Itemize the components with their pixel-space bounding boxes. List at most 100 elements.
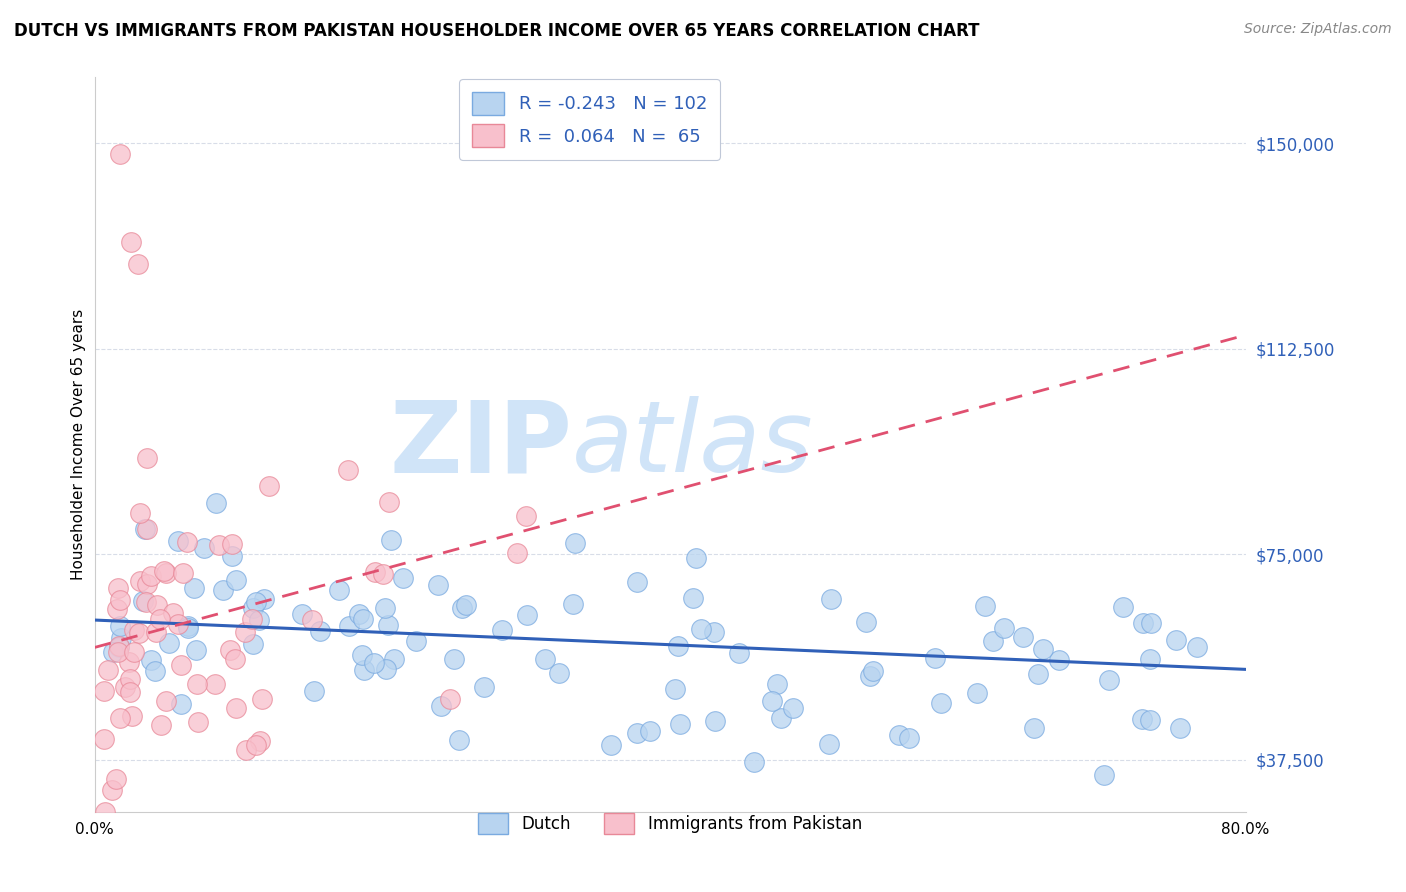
Point bbox=[929, 696, 952, 710]
Point bbox=[122, 645, 145, 659]
Point bbox=[1012, 630, 1035, 644]
Point bbox=[491, 623, 513, 637]
Point bbox=[177, 618, 200, 632]
Point bbox=[205, 495, 228, 509]
Point bbox=[889, 728, 911, 742]
Point bbox=[1139, 713, 1161, 727]
Point bbox=[169, 697, 191, 711]
Point bbox=[135, 450, 157, 465]
Point bbox=[124, 623, 146, 637]
Point bbox=[224, 651, 246, 665]
Point bbox=[820, 591, 842, 606]
Point bbox=[515, 508, 537, 523]
Point bbox=[373, 601, 395, 615]
Point bbox=[668, 717, 690, 731]
Point bbox=[157, 636, 180, 650]
Point bbox=[516, 608, 538, 623]
Point bbox=[974, 599, 997, 613]
Point bbox=[744, 755, 766, 769]
Point bbox=[135, 522, 157, 536]
Point bbox=[107, 639, 129, 653]
Point bbox=[301, 614, 323, 628]
Point bbox=[1032, 641, 1054, 656]
Point bbox=[1092, 767, 1115, 781]
Point bbox=[93, 731, 115, 746]
Point bbox=[666, 639, 689, 653]
Point bbox=[337, 463, 360, 477]
Point bbox=[782, 700, 804, 714]
Point bbox=[253, 591, 276, 606]
Point bbox=[1132, 713, 1154, 727]
Point bbox=[1140, 615, 1163, 630]
Point bbox=[443, 651, 465, 665]
Point bbox=[145, 624, 167, 639]
Point bbox=[245, 595, 267, 609]
Point bbox=[176, 534, 198, 549]
Point bbox=[93, 805, 115, 819]
Point bbox=[108, 593, 131, 607]
Point bbox=[375, 662, 398, 676]
Point bbox=[429, 698, 451, 713]
Y-axis label: Householder Income Over 65 years: Householder Income Over 65 years bbox=[72, 309, 86, 581]
Point bbox=[97, 663, 120, 677]
Point bbox=[1168, 722, 1191, 736]
Point bbox=[135, 594, 157, 608]
Point bbox=[449, 732, 471, 747]
Point bbox=[120, 235, 142, 249]
Point bbox=[240, 612, 263, 626]
Point bbox=[382, 652, 405, 666]
Point bbox=[127, 257, 149, 271]
Text: DUTCH VS IMMIGRANTS FROM PAKISTAN HOUSEHOLDER INCOME OVER 65 YEARS CORRELATION C: DUTCH VS IMMIGRANTS FROM PAKISTAN HOUSEH… bbox=[14, 22, 980, 40]
Point bbox=[169, 658, 191, 673]
Point bbox=[247, 613, 270, 627]
Point bbox=[132, 594, 155, 608]
Point bbox=[761, 693, 783, 707]
Text: atlas: atlas bbox=[572, 396, 814, 493]
Text: ZIP: ZIP bbox=[389, 396, 572, 493]
Point bbox=[245, 739, 267, 753]
Point bbox=[225, 573, 247, 587]
Point bbox=[162, 606, 184, 620]
Point bbox=[682, 591, 704, 605]
Point bbox=[150, 718, 173, 732]
Point bbox=[626, 725, 648, 739]
Point bbox=[1047, 653, 1070, 667]
Point bbox=[377, 618, 399, 632]
Point bbox=[472, 680, 495, 694]
Point bbox=[378, 495, 401, 509]
Point bbox=[534, 652, 557, 666]
Point bbox=[1185, 640, 1208, 654]
Point bbox=[993, 621, 1015, 635]
Point bbox=[1132, 615, 1154, 630]
Point bbox=[101, 783, 124, 797]
Point bbox=[564, 536, 586, 550]
Point bbox=[134, 522, 156, 536]
Point bbox=[110, 631, 132, 645]
Point bbox=[770, 710, 793, 724]
Point bbox=[456, 598, 478, 612]
Point bbox=[204, 677, 226, 691]
Point bbox=[353, 663, 375, 677]
Point bbox=[363, 657, 385, 671]
Point bbox=[1098, 673, 1121, 688]
Point bbox=[309, 624, 332, 638]
Point bbox=[110, 147, 132, 161]
Point bbox=[110, 618, 132, 632]
Point bbox=[291, 607, 314, 622]
Point bbox=[638, 724, 661, 739]
Point bbox=[728, 646, 751, 660]
Point bbox=[172, 566, 194, 580]
Point bbox=[155, 693, 177, 707]
Point bbox=[187, 714, 209, 729]
Point bbox=[166, 616, 188, 631]
Point bbox=[118, 655, 141, 669]
Point bbox=[626, 575, 648, 590]
Point bbox=[855, 615, 877, 630]
Point bbox=[664, 682, 686, 697]
Point bbox=[328, 582, 350, 597]
Point bbox=[107, 582, 129, 596]
Point bbox=[221, 549, 243, 564]
Point bbox=[242, 637, 264, 651]
Point bbox=[149, 612, 172, 626]
Point bbox=[105, 772, 128, 786]
